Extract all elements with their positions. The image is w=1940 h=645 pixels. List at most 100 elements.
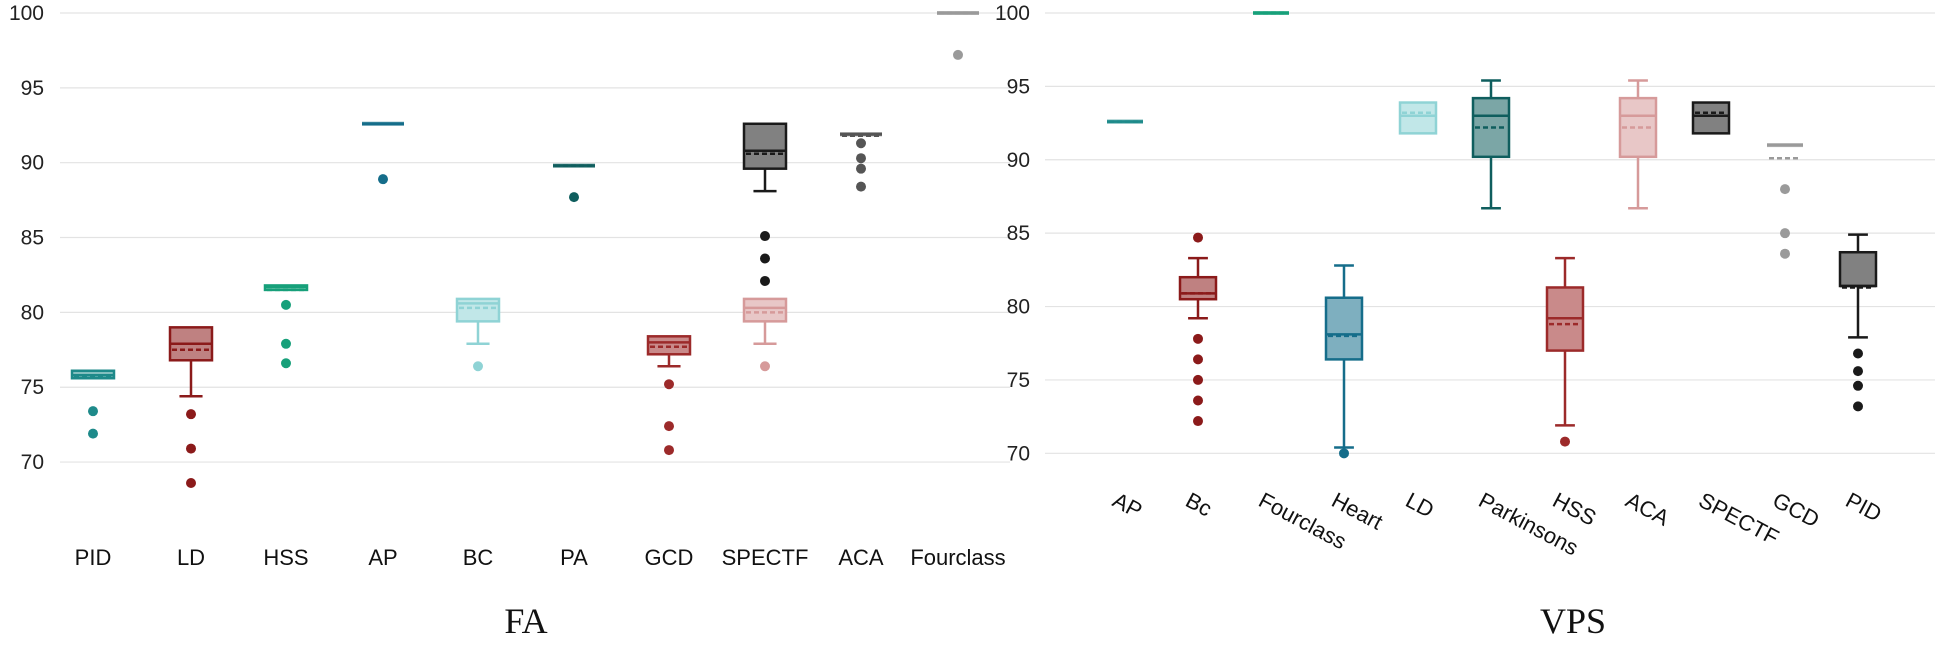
outlier-point [760, 253, 770, 264]
outlier-point [664, 421, 674, 432]
y-tick-label: 75 [1007, 369, 1030, 392]
y-tick-label: 95 [21, 77, 44, 100]
box-body [646, 335, 692, 356]
y-tick-label: 80 [21, 301, 44, 324]
y-tick-label: 70 [21, 451, 44, 474]
outlier-point [281, 299, 291, 310]
outlier-point [88, 428, 98, 439]
x-category-label: PID [1842, 487, 1886, 526]
outlier-point [760, 231, 770, 242]
y-tick-label: 90 [1007, 149, 1030, 172]
box-heart [1324, 264, 1364, 459]
outlier-point [186, 478, 196, 489]
outlier-point [186, 409, 196, 420]
box-body [1838, 250, 1878, 288]
outlier-point [569, 192, 579, 203]
box-spectf [742, 122, 788, 286]
y-tick-label: 75 [21, 376, 44, 399]
outlier-point [1780, 184, 1790, 195]
box-ap [362, 121, 404, 185]
box-body [1398, 101, 1438, 135]
box-hss [1545, 256, 1585, 447]
box-fourclass [937, 11, 979, 60]
outlier-point [1193, 354, 1203, 365]
outlier-point [760, 275, 770, 286]
outlier-point [88, 406, 98, 417]
outlier-point [1560, 436, 1570, 447]
x-category-label: Fourclass [910, 545, 1005, 570]
y-tick-label: 90 [21, 152, 44, 175]
x-category-label: HSS [263, 545, 308, 570]
box-spectf [1691, 101, 1731, 135]
y-tick-label: 100 [995, 2, 1030, 25]
box-ap [1107, 119, 1143, 124]
x-category-label: PID [75, 545, 112, 570]
box-body [1178, 275, 1218, 301]
outlier-point [856, 138, 866, 149]
vps-title: VPS [1540, 601, 1606, 641]
y-tick-label: 85 [1007, 222, 1030, 245]
outlier-point [378, 174, 388, 185]
box-hss [263, 284, 309, 369]
box-parkinsons [1471, 79, 1511, 210]
box-fourclass [1253, 11, 1289, 15]
outlier-point [760, 361, 770, 372]
box-spectf-second-box- [742, 297, 788, 372]
outlier-point [1780, 228, 1790, 239]
box-body [1324, 296, 1364, 361]
outlier-point [1853, 366, 1863, 377]
box-body [1691, 101, 1731, 135]
outlier-point [1193, 395, 1203, 406]
outlier-point [186, 443, 196, 454]
box-bc [1178, 232, 1218, 427]
outlier-point [1853, 348, 1863, 359]
x-category-label: AP [368, 545, 397, 570]
box-gcd [1767, 143, 1803, 259]
box-body [742, 122, 788, 170]
outlier-point [856, 163, 866, 174]
x-category-label: SPECTF [722, 545, 809, 570]
x-category-label: AP [1109, 487, 1147, 523]
outlier-point [1193, 374, 1203, 385]
outlier-point [1193, 416, 1203, 427]
outlier-point [856, 181, 866, 192]
y-tick-label: 95 [1007, 75, 1030, 98]
box-pid [1838, 233, 1878, 412]
box-gcd [646, 335, 692, 456]
outlier-point [1193, 232, 1203, 243]
y-tick-label: 85 [21, 227, 44, 250]
outlier-point [856, 153, 866, 164]
x-category-label: ACA [1622, 487, 1674, 530]
outlier-point [1853, 380, 1863, 391]
outlier-point [953, 49, 963, 60]
outlier-point [473, 361, 483, 372]
x-category-label: LD [177, 545, 205, 570]
outlier-point [1853, 401, 1863, 412]
x-category-label: LD [1402, 487, 1439, 522]
box-pid [70, 369, 116, 439]
box-pa [553, 163, 595, 203]
outlier-point [1780, 248, 1790, 259]
outlier-point [281, 338, 291, 349]
x-category-label: PA [560, 545, 588, 570]
x-category-label: BC [463, 545, 494, 570]
y-tick-label: 100 [9, 2, 44, 25]
box-aca [840, 132, 882, 192]
outlier-point [281, 358, 291, 369]
x-category-label: SPECTF [1695, 487, 1783, 550]
x-category-label: ACA [838, 545, 884, 570]
box-aca [1618, 79, 1658, 210]
y-tick-label: 70 [1007, 442, 1030, 465]
x-category-label: GCD [645, 545, 694, 570]
outlier-point [1193, 333, 1203, 344]
box-body [742, 297, 788, 323]
outlier-point [1339, 448, 1349, 459]
box-bc [455, 297, 501, 372]
fa-title: FA [504, 601, 547, 641]
outlier-point [664, 445, 674, 456]
box-ld [1398, 101, 1438, 135]
x-category-label: Bc [1182, 487, 1216, 521]
y-tick-label: 80 [1007, 296, 1030, 319]
